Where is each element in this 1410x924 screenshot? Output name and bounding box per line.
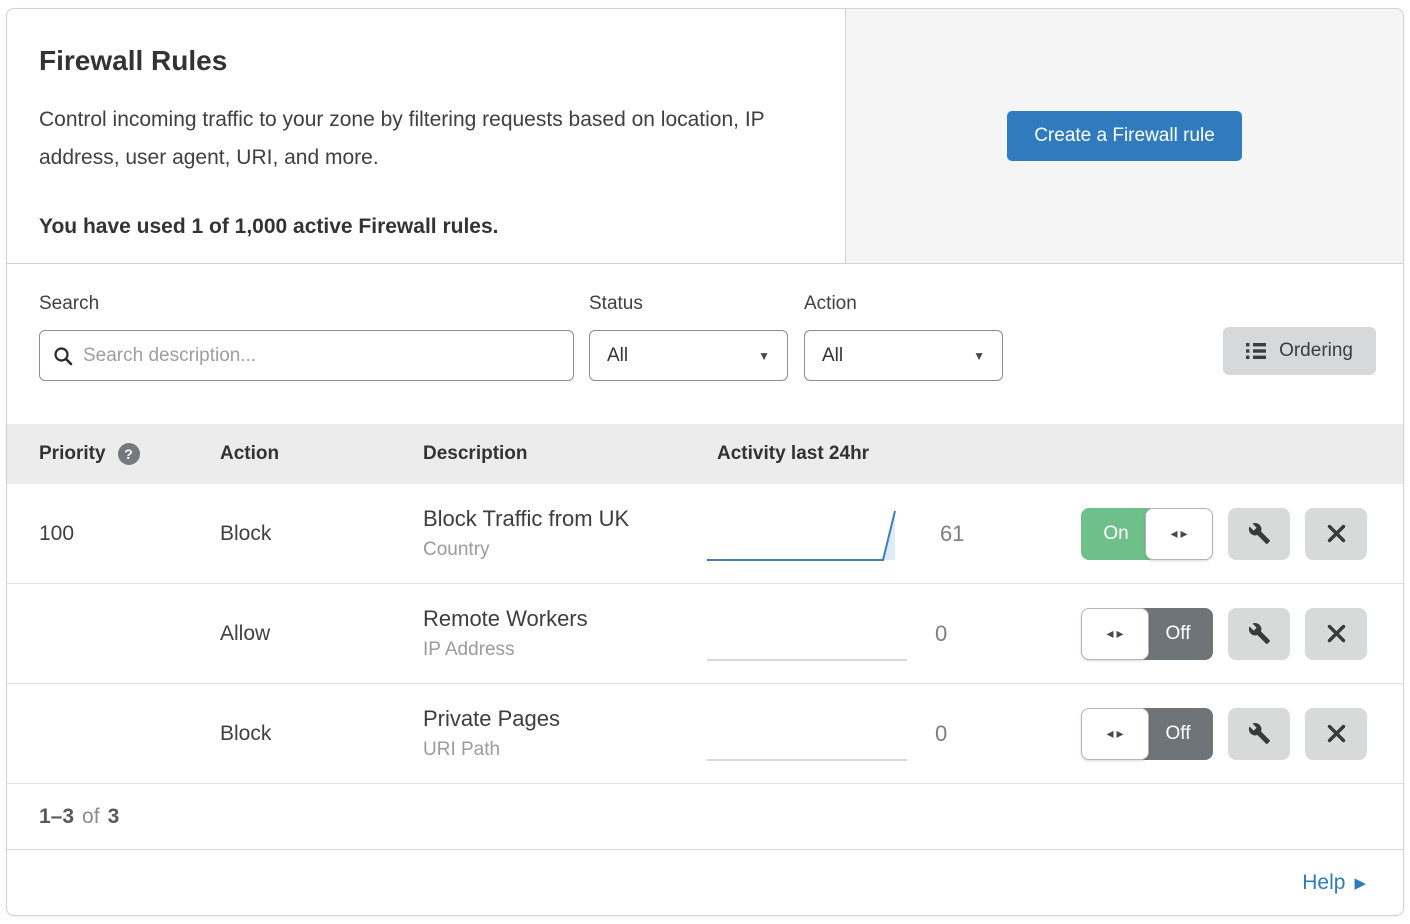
action-label: Action — [804, 293, 857, 314]
pagination-of-label: of — [82, 804, 100, 828]
help-link[interactable]: Help ▶ — [1302, 871, 1366, 895]
rule-match-type: URI Path — [423, 739, 501, 760]
action-value: Block — [220, 521, 272, 545]
action-value: Allow — [220, 621, 271, 645]
wrench-icon — [1248, 722, 1271, 745]
priority-help-icon[interactable]: ? — [117, 443, 140, 465]
activity-cell: 61 — [707, 503, 986, 565]
activity-sparkline — [707, 658, 907, 661]
header-action-panel: Create a Firewall rule — [845, 9, 1403, 263]
toggle-state-label: On — [1081, 507, 1151, 560]
toggle-knob[interactable]: ◂▸ — [1145, 507, 1213, 560]
column-header-activity: Activity last 24hr — [717, 443, 870, 464]
activity-cell: 0 — [707, 603, 981, 665]
wrench-icon — [1248, 522, 1271, 545]
search-box — [39, 330, 574, 381]
action-value: Block — [220, 721, 272, 745]
ordering-button[interactable]: Ordering — [1223, 327, 1376, 375]
help-label: Help — [1302, 870, 1346, 894]
table-row: Block Private Pages URI Path 0 ◂▸ Off — [7, 684, 1403, 784]
rule-description-cell: Private Pages URI Path — [423, 706, 707, 761]
status-select[interactable]: All ▼ — [589, 330, 788, 381]
pagination-range: 1–3 — [39, 804, 75, 828]
usage-note: You have used 1 of 1,000 active Firewall… — [39, 215, 499, 238]
rule-description-cell: Remote Workers IP Address — [423, 606, 707, 661]
rule-enabled-toggle[interactable]: ◂▸ Off — [1081, 607, 1213, 660]
rule-description: Private Pages — [423, 706, 560, 731]
arrow-right-icon: ▶ — [1354, 874, 1366, 892]
rule-description: Block Traffic from UK — [423, 506, 630, 531]
search-group: Search — [39, 293, 574, 381]
x-icon — [1327, 524, 1346, 543]
status-group: Status All ▼ — [589, 293, 788, 381]
list-icon — [1246, 342, 1267, 360]
edit-rule-button[interactable] — [1228, 707, 1290, 760]
search-label: Search — [39, 293, 100, 314]
help-bar: Help ▶ — [7, 850, 1403, 915]
toggle-state-label: Off — [1143, 607, 1213, 660]
table-header: Priority ? Action Description Activity l… — [7, 424, 1403, 484]
search-input[interactable] — [83, 344, 560, 367]
toggle-state-label: Off — [1143, 707, 1213, 760]
column-header-priority: Priority ? — [7, 443, 220, 465]
toggle-arrows-icon: ◂▸ — [1170, 525, 1191, 541]
pagination-total: 3 — [107, 804, 120, 828]
activity-cell: 0 — [707, 703, 981, 765]
pagination-bar: 1–3 of 3 — [7, 784, 1403, 850]
delete-rule-button[interactable] — [1305, 707, 1367, 760]
rule-match-type: Country — [423, 539, 490, 560]
create-firewall-rule-button[interactable]: Create a Firewall rule — [1007, 111, 1242, 161]
delete-rule-button[interactable] — [1305, 607, 1367, 660]
status-label: Status — [589, 293, 643, 314]
header-text-block: Firewall Rules Control incoming traffic … — [7, 9, 845, 263]
action-selected-value: All — [822, 344, 844, 366]
activity-count: 0 — [935, 720, 948, 746]
toggle-arrows-icon: ◂▸ — [1106, 725, 1127, 741]
rule-enabled-toggle[interactable]: ◂▸ Off — [1081, 707, 1213, 760]
firewall-rules-page: Firewall Rules Control incoming traffic … — [6, 8, 1404, 916]
rule-match-type: IP Address — [423, 639, 515, 660]
rule-enabled-toggle[interactable]: On ◂▸ — [1081, 507, 1213, 560]
row-controls: ◂▸ Off — [1081, 607, 1403, 660]
activity-count: 61 — [940, 520, 965, 546]
toggle-arrows-icon: ◂▸ — [1106, 625, 1127, 641]
rule-description: Remote Workers — [423, 606, 588, 631]
action-group: Action All ▼ — [804, 293, 1003, 381]
priority-value: 100 — [39, 521, 75, 545]
table-row: Allow Remote Workers IP Address 0 ◂▸ Off — [7, 584, 1403, 684]
column-header-action: Action — [220, 443, 280, 464]
chevron-down-icon: ▼ — [973, 348, 985, 363]
header-section: Firewall Rules Control incoming traffic … — [7, 9, 1403, 264]
activity-sparkline — [707, 758, 907, 761]
chevron-down-icon: ▼ — [758, 348, 770, 363]
row-controls: On ◂▸ — [1081, 507, 1403, 560]
wrench-icon — [1248, 622, 1271, 645]
rule-description-cell: Block Traffic from UK Country — [423, 506, 707, 561]
toggle-knob[interactable]: ◂▸ — [1081, 707, 1149, 760]
table-row: 100 Block Block Traffic from UK Country … — [7, 484, 1403, 584]
row-controls: ◂▸ Off — [1081, 707, 1403, 760]
edit-rule-button[interactable] — [1228, 507, 1290, 560]
status-selected-value: All — [607, 344, 629, 366]
ordering-label: Ordering — [1279, 340, 1353, 361]
search-icon — [53, 346, 73, 366]
toggle-knob[interactable]: ◂▸ — [1081, 607, 1149, 660]
activity-sparkline — [707, 510, 896, 561]
activity-count: 0 — [935, 620, 948, 646]
page-title: Firewall Rules — [39, 45, 228, 76]
filters-bar: Search Status All ▼ Action All ▼ — [7, 264, 1403, 424]
x-icon — [1327, 624, 1346, 643]
priority-header-label: Priority — [39, 443, 106, 464]
column-header-description: Description — [423, 443, 528, 464]
delete-rule-button[interactable] — [1305, 507, 1367, 560]
page-description: Control incoming traffic to your zone by… — [39, 108, 765, 169]
x-icon — [1327, 724, 1346, 743]
action-select[interactable]: All ▼ — [804, 330, 1003, 381]
edit-rule-button[interactable] — [1228, 607, 1290, 660]
